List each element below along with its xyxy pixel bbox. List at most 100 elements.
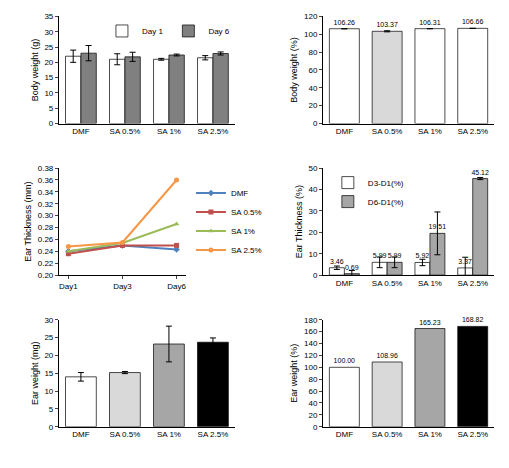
svg-text:DMF: DMF	[72, 430, 89, 439]
svg-text:Day 6: Day 6	[208, 27, 229, 36]
svg-text:Ear Thickness (mm): Ear Thickness (mm)	[23, 181, 33, 261]
svg-text:D6-D1(%): D6-D1(%)	[368, 198, 404, 207]
svg-text:25: 25	[44, 333, 53, 342]
svg-text:Ear weight (%): Ear weight (%)	[289, 344, 299, 403]
svg-text:20: 20	[308, 101, 317, 110]
svg-text:0: 0	[313, 271, 318, 280]
svg-text:D3-D1(%): D3-D1(%)	[368, 179, 404, 188]
svg-text:3.37: 3.37	[458, 258, 472, 265]
svg-text:10: 10	[308, 250, 317, 259]
svg-text:0.26: 0.26	[38, 235, 54, 244]
svg-text:5: 5	[49, 104, 54, 113]
svg-text:SA 0.5%: SA 0.5%	[372, 127, 403, 136]
svg-text:10: 10	[44, 387, 53, 396]
svg-text:40: 40	[308, 84, 317, 93]
svg-text:Day6: Day6	[167, 282, 186, 291]
svg-text:19.51: 19.51	[429, 223, 447, 230]
svg-text:Body weight (g): Body weight (g)	[30, 39, 40, 102]
svg-text:Ear weight (mg): Ear weight (mg)	[30, 341, 40, 405]
svg-text:0: 0	[49, 423, 54, 432]
svg-text:0.36: 0.36	[38, 176, 54, 185]
svg-text:DMF: DMF	[336, 430, 353, 439]
svg-text:80: 80	[308, 375, 317, 384]
svg-text:SA 2.5%: SA 2.5%	[457, 127, 488, 136]
svg-text:60: 60	[308, 387, 317, 396]
svg-text:15: 15	[44, 73, 53, 82]
svg-text:106.31: 106.31	[419, 19, 441, 26]
svg-text:0: 0	[313, 119, 318, 128]
svg-text:0.22: 0.22	[38, 259, 54, 268]
svg-text:SA 1%: SA 1%	[157, 430, 181, 439]
svg-text:100: 100	[304, 363, 318, 372]
svg-text:SA 1%: SA 1%	[418, 127, 442, 136]
svg-text:DMF: DMF	[336, 279, 353, 288]
svg-text:DMF: DMF	[231, 189, 248, 198]
svg-text:20: 20	[308, 228, 317, 237]
svg-text:SA 2.5%: SA 2.5%	[198, 127, 229, 136]
svg-text:SA 1%: SA 1%	[231, 227, 255, 236]
svg-text:106.26: 106.26	[334, 19, 356, 26]
svg-text:SA 0.5%: SA 0.5%	[372, 279, 403, 288]
svg-text:0.24: 0.24	[38, 247, 54, 256]
svg-text:10: 10	[44, 89, 53, 98]
svg-text:SA 0.5%: SA 0.5%	[110, 127, 141, 136]
svg-text:20: 20	[308, 411, 317, 420]
svg-text:SA 0.5%: SA 0.5%	[231, 208, 262, 217]
svg-text:0.30: 0.30	[38, 211, 54, 220]
svg-text:165.23: 165.23	[419, 319, 441, 326]
svg-text:SA 0.5%: SA 0.5%	[110, 430, 141, 439]
svg-text:0: 0	[313, 423, 318, 432]
svg-text:SA 2.5%: SA 2.5%	[457, 279, 488, 288]
svg-text:0.34: 0.34	[38, 188, 54, 197]
svg-text:140: 140	[304, 339, 318, 348]
svg-text:0.38: 0.38	[38, 164, 54, 173]
svg-text:180: 180	[304, 316, 318, 325]
svg-text:20: 20	[44, 58, 53, 67]
svg-text:80: 80	[308, 48, 317, 57]
svg-text:3.46: 3.46	[330, 258, 344, 265]
svg-text:108.96: 108.96	[376, 352, 398, 359]
svg-text:15: 15	[44, 369, 53, 378]
svg-text:Day3: Day3	[113, 282, 132, 291]
svg-text:25: 25	[44, 43, 53, 52]
svg-text:SA 2.5%: SA 2.5%	[231, 246, 262, 255]
svg-text:Day 1: Day 1	[142, 27, 163, 36]
svg-text:120: 120	[304, 351, 318, 360]
svg-text:5.99: 5.99	[388, 252, 402, 259]
svg-text:SA 1%: SA 1%	[418, 279, 442, 288]
svg-text:100: 100	[304, 30, 318, 39]
svg-text:SA 1%: SA 1%	[418, 430, 442, 439]
svg-text:DMF: DMF	[72, 127, 89, 136]
svg-text:50: 50	[308, 164, 317, 173]
svg-text:Day1: Day1	[59, 282, 78, 291]
svg-text:35: 35	[44, 12, 53, 21]
svg-text:103.37: 103.37	[376, 21, 398, 28]
svg-text:5.99: 5.99	[373, 252, 387, 259]
svg-text:5: 5	[49, 405, 54, 414]
svg-text:0: 0	[49, 119, 54, 128]
svg-text:60: 60	[308, 66, 317, 75]
svg-text:40: 40	[308, 399, 317, 408]
svg-text:Ear Thickness (%): Ear Thickness (%)	[294, 185, 304, 258]
svg-text:30: 30	[308, 207, 317, 216]
svg-text:0.69: 0.69	[345, 264, 359, 271]
svg-text:0.20: 0.20	[38, 271, 54, 280]
svg-text:SA 0.5%: SA 0.5%	[372, 430, 403, 439]
svg-text:160: 160	[304, 327, 318, 336]
svg-text:SA 1%: SA 1%	[157, 127, 181, 136]
svg-text:30: 30	[44, 316, 53, 325]
svg-text:0.32: 0.32	[38, 200, 54, 209]
svg-text:120: 120	[304, 12, 318, 21]
svg-text:DMF: DMF	[336, 127, 353, 136]
svg-text:100.00: 100.00	[334, 357, 356, 364]
svg-text:5.92: 5.92	[416, 252, 430, 259]
svg-text:SA 2.5%: SA 2.5%	[198, 430, 229, 439]
svg-text:20: 20	[44, 351, 53, 360]
svg-text:45.12: 45.12	[471, 169, 489, 176]
svg-text:Body weight (%): Body weight (%)	[289, 37, 299, 103]
svg-text:30: 30	[44, 28, 53, 37]
svg-text:168.82: 168.82	[462, 316, 484, 323]
svg-text:0.28: 0.28	[38, 223, 54, 232]
svg-text:40: 40	[308, 185, 317, 194]
svg-text:106.66: 106.66	[462, 18, 484, 25]
